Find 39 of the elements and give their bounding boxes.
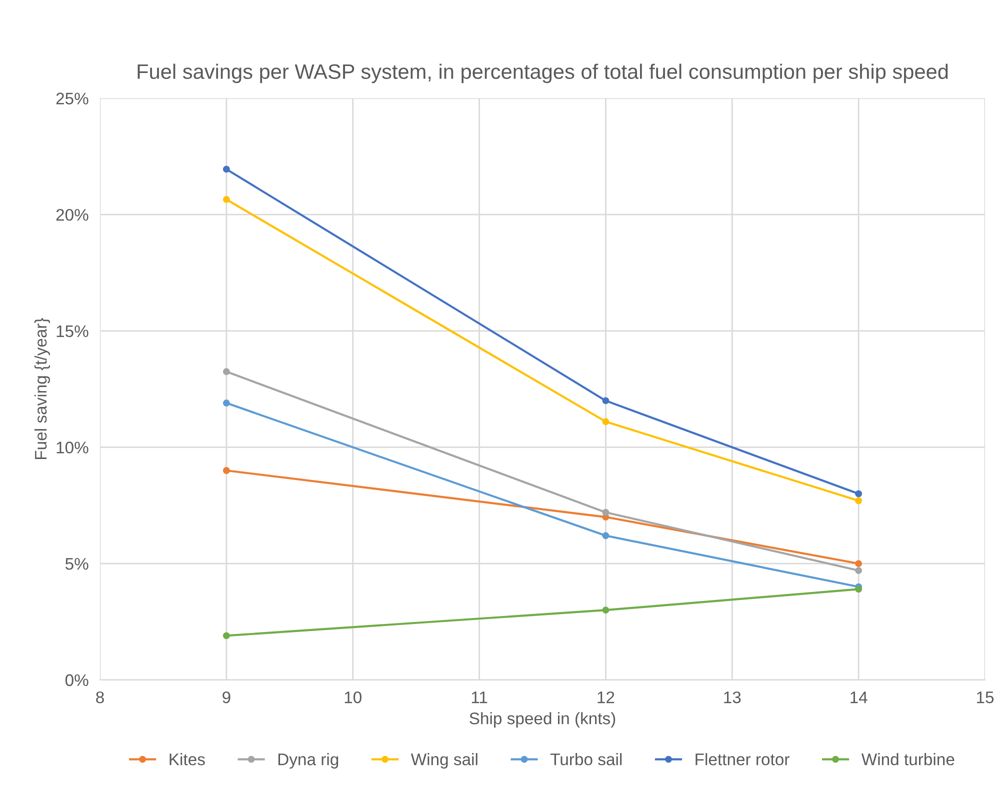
x-tick-label: 12 [598,691,614,704]
y-axis-title: Fuel saving {t/year} [34,318,50,460]
y-tick-label: 10% [56,442,88,454]
point [855,586,862,593]
point [602,532,610,540]
legend-label: Wind turbine [861,753,954,766]
point [855,567,862,574]
x-tick-label: 11 [472,692,488,704]
legend-label: Dyna rig [278,753,338,769]
y-tick-label: 20% [56,208,88,221]
legend-label: Wing sail [410,753,478,769]
x-tick-label: 13 [724,691,741,704]
legend-label: Turbo sail [550,753,622,766]
x-tick-label: 10 [344,691,362,704]
x-tick-label: 14 [850,692,868,704]
point [602,418,610,426]
y-tick-label: 5% [65,558,88,570]
x-tick-label: 15 [977,692,994,704]
point [222,400,230,406]
y-tick-label: 0% [65,674,88,686]
point [855,497,862,504]
y-tick-label: 25% [56,92,88,104]
y-tick-label: 15% [56,325,88,338]
chart-title: Fuel savings per WASP system, in percentages of total fuel consumption per ship speed [138,64,948,84]
x-tick-label: 9 [222,691,230,704]
x-tick-label: 8 [96,691,104,704]
point [602,508,610,516]
point [222,196,230,203]
legend-label: Flettner rotor [696,753,790,766]
point [855,560,862,568]
point [602,397,610,404]
point [222,467,230,474]
point [222,632,230,640]
x-axis-title: Ship speed in (knts) [470,712,616,728]
legend-label: Kites [170,753,205,766]
point [222,368,230,376]
point [602,606,610,614]
point [222,166,230,173]
point [855,490,862,498]
